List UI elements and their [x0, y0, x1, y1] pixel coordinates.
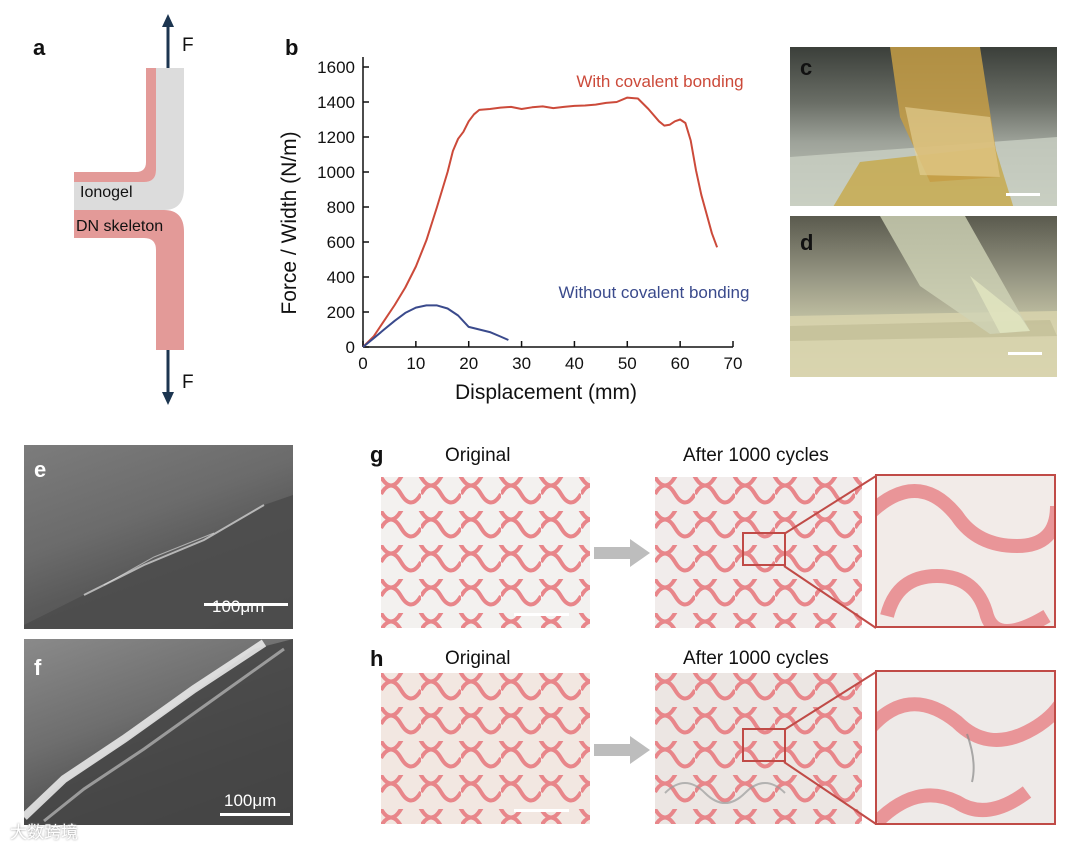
- peel-photo-c-drawing: [790, 47, 1057, 206]
- serpentine-after-g: [655, 477, 862, 628]
- sem-image-f: f 100μm: [24, 639, 293, 825]
- x-tick-label: 30: [512, 354, 531, 373]
- sem-e-drawing: [24, 495, 293, 629]
- force-label-bottom: F: [182, 372, 194, 393]
- serpentine-pattern-g-original: [381, 477, 590, 628]
- x-tick-label: 50: [618, 354, 637, 373]
- panel-label-f: f: [34, 655, 42, 680]
- serpentine-pattern-g-after: [655, 477, 862, 628]
- h-after-label: After 1000 cycles: [683, 648, 829, 669]
- peel-photo-with-bonding: c: [790, 47, 1057, 206]
- x-tick-label: 60: [671, 354, 690, 373]
- y-axis-label: Force / Width (N/m): [278, 131, 301, 314]
- serpentine-original-h: [381, 673, 590, 824]
- g-after-label: After 1000 cycles: [683, 445, 829, 466]
- arrow-head-up-icon: [162, 14, 174, 27]
- x-tick-label: 70: [724, 354, 743, 373]
- scale-bar-d: [1008, 352, 1042, 355]
- series-line-without-bonding: [362, 304, 509, 348]
- ionogel-layer: [74, 68, 184, 210]
- arrow-right-icon-h: [594, 736, 650, 764]
- serpentine-zoom-g-drawing: [877, 484, 1054, 626]
- chart-series: [362, 96, 719, 348]
- scale-bar-c: [1006, 193, 1040, 196]
- series-label-without-bonding: Without covalent bonding: [559, 283, 750, 302]
- serpentine-zoom-h: [875, 670, 1056, 825]
- force-label-top: F: [182, 35, 194, 56]
- serpentine-zoom-h-drawing: [877, 697, 1054, 823]
- serpentine-pattern-h-original: [381, 673, 590, 824]
- x-axis-label: Displacement (mm): [455, 381, 637, 404]
- series-label-with-bonding: With covalent bonding: [576, 72, 743, 91]
- panel-label-d: d: [800, 230, 814, 255]
- h-original-label: Original: [445, 648, 511, 669]
- scale-bar-f: [220, 813, 290, 816]
- peel-photo-without-bonding: d: [790, 216, 1057, 377]
- y-tick-label: 1600: [317, 58, 355, 77]
- serpentine-pattern-h-after: [655, 673, 862, 824]
- scale-text-e: 100μm: [212, 597, 265, 616]
- dn-skeleton-label: DN skeleton: [76, 218, 164, 235]
- panel-label-b: b: [285, 35, 299, 60]
- panel-label-c: c: [800, 55, 813, 80]
- serpentine-after-h: [655, 673, 862, 824]
- sem-image-e: e 100μm: [24, 445, 293, 629]
- chart-ticks: 0 10 20 30 40 50 60 70 0 200 400 600 800 1000 1200 1400…: [317, 58, 742, 373]
- x-tick-label: 0: [358, 354, 367, 373]
- scale-bar-e: [204, 603, 288, 606]
- ionogel-label: Ionogel: [80, 184, 133, 201]
- watermark: 大数跨境: [10, 823, 78, 842]
- zoom-lines-g: [783, 475, 877, 629]
- y-tick-label: 1200: [317, 128, 355, 147]
- arrow-head-down-icon: [162, 392, 174, 405]
- y-tick-label: 1000: [317, 163, 355, 182]
- y-tick-label: 200: [327, 303, 355, 322]
- zoom-lines-h: [783, 671, 877, 825]
- skeleton-upper-strip: [74, 68, 156, 182]
- y-tick-label: 800: [327, 198, 355, 217]
- serpentine-original-g: [381, 477, 590, 628]
- x-tick-label: 10: [406, 354, 425, 373]
- panel-label-g: g: [370, 442, 384, 467]
- y-tick-label: 600: [327, 233, 355, 252]
- lap-joint-schematic: [74, 14, 184, 405]
- peel-force-chart: 0 10 20 30 40 50 60 70 0 200 400 600 800 1000 1200 1400…: [278, 57, 750, 404]
- y-tick-label: 400: [327, 268, 355, 287]
- g-original-label: Original: [445, 445, 511, 466]
- y-tick-label: 0: [346, 338, 355, 357]
- serpentine-zoom-g: [875, 474, 1056, 628]
- x-tick-label: 40: [565, 354, 584, 373]
- panel-label-a: a: [33, 35, 46, 60]
- series-line-with-bonding: [362, 96, 719, 348]
- x-tick-label: 20: [459, 354, 478, 373]
- sem-f-drawing: [24, 639, 293, 825]
- y-tick-label: 1400: [317, 93, 355, 112]
- panel-label-h: h: [370, 646, 384, 671]
- peel-photo-d-drawing: [790, 216, 1057, 377]
- arrow-right-icon-g: [594, 539, 650, 567]
- dn-skeleton-layer: [74, 210, 184, 350]
- scale-text-f: 100μm: [224, 791, 277, 810]
- chart-axes: [362, 57, 733, 348]
- panel-label-e: e: [34, 457, 47, 482]
